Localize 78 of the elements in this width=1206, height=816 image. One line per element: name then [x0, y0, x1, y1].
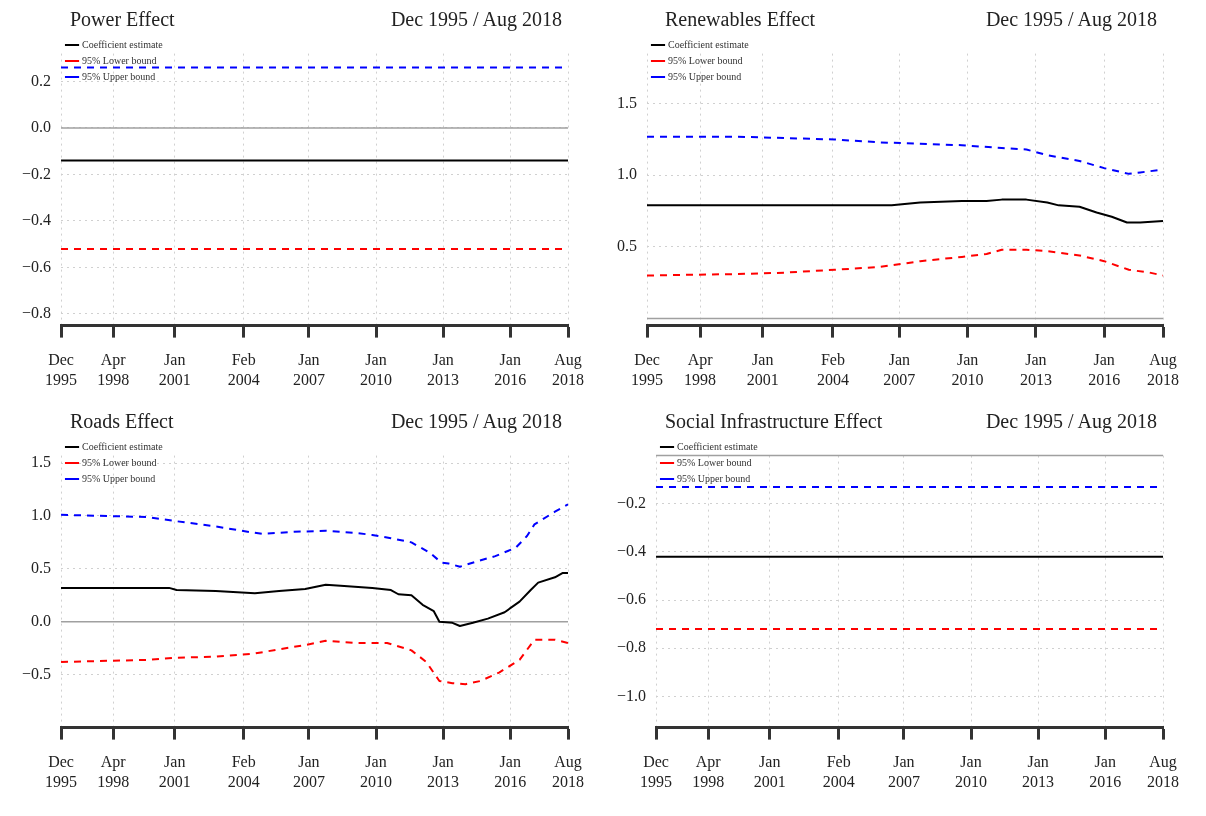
- y-tick-label: 1.0: [617, 165, 637, 183]
- legend-label: 95% Lower bound: [82, 54, 157, 66]
- chart-subtitle: Dec 1995 / Aug 2018: [390, 410, 562, 435]
- y-tick-label: −0.5: [21, 664, 52, 682]
- x-tick-label: Jan 2016: [1088, 351, 1121, 388]
- y-tick-label: −0.2: [616, 493, 647, 511]
- chart-subtitle: Dec 1995 / Aug 2018: [985, 410, 1157, 435]
- y-tick-label: 1.5: [617, 93, 637, 111]
- x-tick-label: Jan 2007: [292, 753, 325, 790]
- x-tick-label: Apr 1998: [97, 753, 130, 790]
- x-tick-label: Jan 2007: [887, 753, 920, 790]
- y-tick-label: −0.8: [21, 304, 52, 322]
- x-tick-label: Jan 2016: [1089, 753, 1122, 790]
- x-tick-label: Feb 2004: [822, 753, 855, 790]
- x-tick-label: Apr 1998: [97, 351, 130, 388]
- x-tick-label: Jan 2013: [1022, 753, 1055, 790]
- y-tick-label: −0.8: [616, 638, 647, 656]
- legend-label: 95% Lower bound: [82, 456, 157, 468]
- y-tick-label: 0.5: [617, 237, 637, 255]
- x-tick-label: Jan 2001: [753, 753, 786, 790]
- x-tick-label: Jan 2001: [746, 351, 779, 388]
- y-tick-label: 0.0: [31, 118, 52, 136]
- y-tick-label: −1.0: [616, 686, 647, 704]
- y-tick-label: −0.4: [21, 211, 52, 229]
- x-tick-label: Apr 1998: [684, 351, 717, 388]
- x-tick-label: Aug 2018: [552, 753, 584, 790]
- legend-label: 95% Lower bound: [668, 54, 743, 66]
- y-tick-label: −0.2: [21, 164, 52, 182]
- x-tick-label: Feb 2004: [227, 753, 260, 790]
- x-tick-label: Jan 2007: [883, 351, 916, 388]
- chart-title: Roads Effect: [70, 410, 174, 434]
- x-tick-label: Aug 2018: [552, 351, 584, 388]
- legend-label: Coefficient estimate: [668, 38, 750, 50]
- legend-label: Coefficient estimate: [82, 440, 164, 452]
- x-tick-label: Jan 2016: [494, 753, 527, 790]
- legend-label: 95% Upper bound: [82, 70, 156, 82]
- x-tick-label: Dec 1995: [45, 753, 78, 790]
- x-tick-label: Apr 1998: [692, 753, 725, 790]
- y-tick-label: 1.0: [31, 506, 52, 524]
- chart-subtitle: Dec 1995 / Aug 2018: [390, 8, 562, 33]
- chart-subtitle: Dec 1995 / Aug 2018: [985, 8, 1157, 33]
- x-tick-label: Feb 2004: [816, 351, 849, 388]
- y-tick-label: 0.0: [31, 611, 52, 629]
- legend-label: Coefficient estimate: [677, 440, 759, 452]
- y-tick-label: −0.4: [616, 542, 647, 560]
- x-tick-label: Dec 1995: [640, 753, 673, 790]
- x-tick-label: Jan 2001: [158, 753, 191, 790]
- legend-label: 95% Upper bound: [82, 472, 156, 484]
- x-tick-label: Dec 1995: [45, 351, 78, 388]
- line-series: [61, 638, 568, 686]
- chart-title: Social Infrastructure Effect: [665, 410, 883, 434]
- line-series: [647, 248, 1163, 277]
- x-tick-label: Feb 2004: [227, 351, 260, 388]
- x-tick-label: Jan 2010: [951, 351, 984, 388]
- y-tick-label: 1.5: [31, 453, 52, 471]
- x-tick-label: Aug 2018: [1147, 753, 1179, 790]
- x-tick-label: Jan 2007: [292, 351, 325, 388]
- legend-label: Coefficient estimate: [82, 38, 164, 50]
- x-tick-label: Aug 2018: [1147, 351, 1179, 388]
- y-tick-label: 0.2: [31, 71, 52, 89]
- y-tick-label: 0.5: [31, 559, 52, 577]
- x-tick-label: Jan 2013: [427, 753, 460, 790]
- y-tick-label: −0.6: [616, 590, 647, 608]
- legend-label: 95% Lower bound: [677, 456, 752, 468]
- legend-label: 95% Upper bound: [677, 472, 751, 484]
- x-tick-label: Dec 1995: [631, 351, 663, 388]
- x-tick-label: Jan 2010: [360, 351, 393, 388]
- chart-title: Power Effect: [70, 8, 175, 32]
- x-tick-label: Jan 2010: [955, 753, 988, 790]
- x-tick-label: Jan 2001: [158, 351, 191, 388]
- x-tick-label: Jan 2013: [1019, 351, 1052, 388]
- chart-title: Renewables Effect: [665, 8, 816, 32]
- x-tick-label: Jan 2010: [360, 753, 393, 790]
- x-tick-label: Jan 2016: [494, 351, 527, 388]
- legend-label: 95% Upper bound: [668, 70, 742, 82]
- line-series: [61, 503, 568, 568]
- x-tick-label: Jan 2013: [427, 351, 460, 388]
- y-tick-label: −0.6: [21, 257, 52, 275]
